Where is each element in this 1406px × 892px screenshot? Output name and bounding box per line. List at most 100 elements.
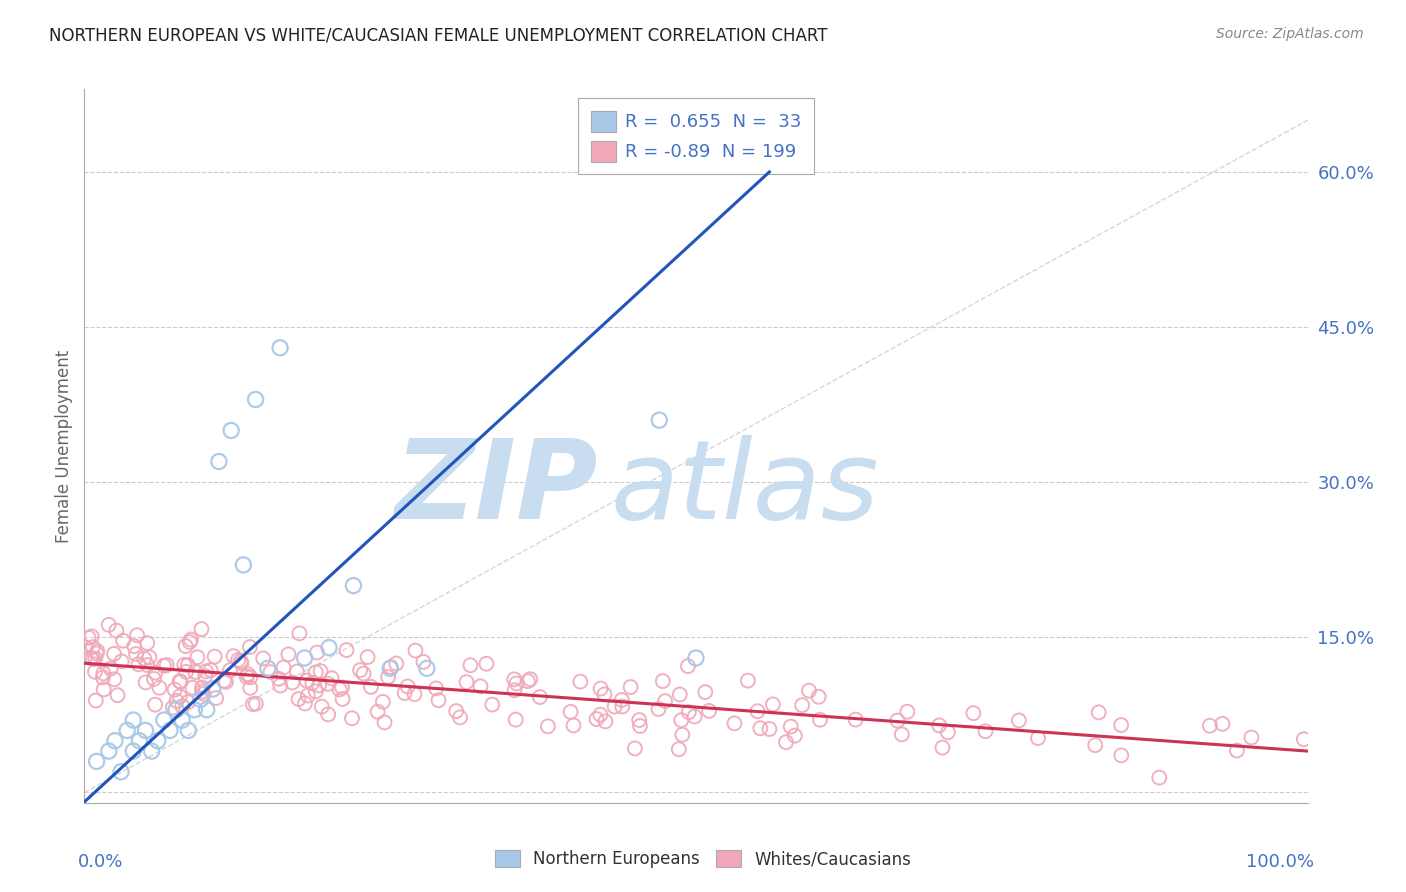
- Point: [267, 672, 290, 686]
- Point: [589, 707, 612, 722]
- Point: [204, 649, 226, 664]
- Point: [93, 682, 115, 697]
- Point: [82, 652, 104, 666]
- Point: [100, 662, 122, 676]
- Point: [201, 681, 224, 696]
- Text: NORTHERN EUROPEAN VS WHITE/CAUCASIAN FEMALE UNEMPLOYMENT CORRELATION CHART: NORTHERN EUROPEAN VS WHITE/CAUCASIAN FEM…: [49, 27, 828, 45]
- Point: [519, 672, 541, 686]
- Point: [668, 742, 690, 756]
- Point: [340, 711, 363, 725]
- Point: [321, 671, 343, 685]
- Point: [529, 690, 551, 704]
- Point: [235, 670, 257, 684]
- Point: [311, 699, 333, 714]
- Point: [779, 720, 801, 734]
- Point: [651, 674, 673, 689]
- Point: [371, 695, 394, 709]
- Point: [294, 651, 316, 665]
- Point: [569, 674, 592, 689]
- Point: [166, 694, 188, 708]
- Point: [1198, 719, 1220, 733]
- Point: [628, 719, 651, 733]
- Point: [242, 697, 264, 711]
- Point: [73, 650, 96, 665]
- Point: [305, 646, 328, 660]
- Point: [122, 744, 145, 758]
- Point: [685, 651, 707, 665]
- Point: [537, 719, 560, 733]
- Point: [190, 622, 212, 636]
- Point: [86, 644, 108, 658]
- Point: [309, 664, 332, 678]
- Point: [668, 688, 690, 702]
- Point: [1226, 743, 1249, 757]
- Point: [111, 654, 134, 668]
- Point: [273, 660, 295, 674]
- Point: [678, 705, 700, 719]
- Point: [136, 636, 159, 650]
- Text: atlas: atlas: [610, 435, 879, 542]
- Point: [239, 681, 262, 695]
- Point: [936, 725, 959, 739]
- Point: [77, 631, 100, 645]
- Point: [169, 690, 191, 704]
- Point: [896, 705, 918, 719]
- Point: [308, 678, 330, 692]
- Point: [316, 707, 339, 722]
- Point: [135, 675, 157, 690]
- Point: [808, 713, 831, 727]
- Point: [562, 718, 585, 732]
- Text: Source: ZipAtlas.com: Source: ZipAtlas.com: [1216, 27, 1364, 41]
- Point: [91, 666, 114, 681]
- Point: [762, 698, 785, 712]
- Point: [1084, 738, 1107, 752]
- Point: [172, 713, 194, 727]
- Point: [353, 666, 375, 681]
- Point: [1149, 771, 1171, 785]
- Point: [1087, 706, 1109, 720]
- Point: [335, 643, 357, 657]
- Point: [470, 679, 492, 693]
- Point: [624, 741, 647, 756]
- Point: [595, 714, 617, 729]
- Point: [723, 716, 745, 731]
- Point: [332, 692, 354, 706]
- Point: [136, 658, 159, 673]
- Point: [103, 647, 125, 661]
- Point: [181, 681, 204, 695]
- Point: [174, 639, 197, 653]
- Point: [305, 665, 328, 680]
- Point: [232, 558, 254, 572]
- Point: [145, 665, 167, 680]
- Point: [252, 651, 274, 665]
- Point: [239, 640, 262, 654]
- Point: [141, 744, 163, 758]
- Point: [807, 690, 830, 704]
- Point: [758, 722, 780, 736]
- Point: [191, 684, 214, 698]
- Point: [134, 651, 156, 665]
- Point: [208, 454, 231, 468]
- Point: [195, 665, 218, 679]
- Point: [143, 698, 166, 712]
- Point: [159, 723, 181, 738]
- Point: [316, 677, 339, 691]
- Point: [127, 657, 149, 672]
- Point: [449, 710, 471, 724]
- Point: [80, 630, 103, 644]
- Point: [97, 617, 120, 632]
- Point: [172, 699, 194, 714]
- Point: [505, 713, 527, 727]
- Point: [380, 660, 402, 674]
- Point: [683, 709, 706, 723]
- Point: [648, 413, 671, 427]
- Point: [305, 684, 328, 698]
- Point: [148, 681, 170, 695]
- Point: [222, 649, 245, 664]
- Point: [593, 688, 616, 702]
- Point: [427, 693, 450, 707]
- Point: [360, 680, 382, 694]
- Point: [287, 692, 309, 706]
- Point: [226, 653, 249, 667]
- Point: [177, 658, 200, 673]
